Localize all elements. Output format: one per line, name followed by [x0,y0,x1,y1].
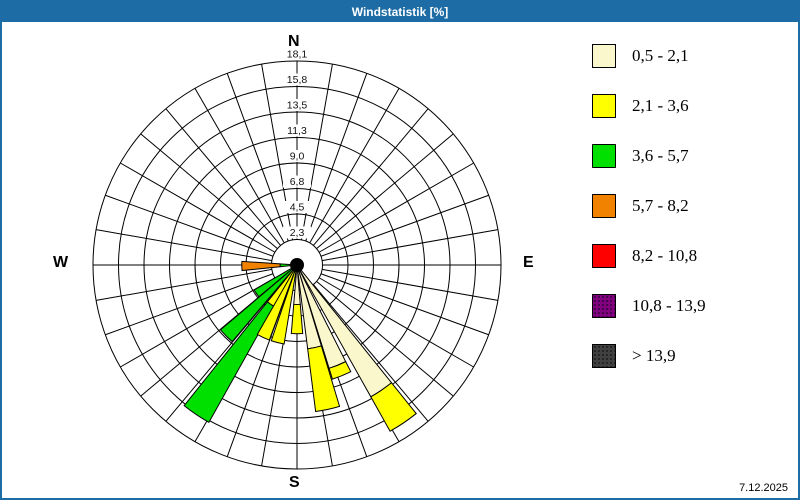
legend-label: 10,8 - 13,9 [632,296,706,315]
legend-label: 2,1 - 3,6 [632,96,689,115]
ring-label: 4,5 [290,202,305,214]
grid-spoke [105,273,274,336]
wind-bar-segment-146-yellow [370,382,417,432]
grid-spoke [96,229,272,262]
grid-spoke [105,194,274,257]
grid-spoke [305,73,368,242]
grid-spoke [318,277,474,368]
window-title: Windstatistik [%] [351,5,449,19]
ring-label-bg [283,99,311,111]
legend-item: 0,5 - 2,1 [592,43,689,69]
grid-spoke [322,268,498,301]
legend-item: 5,7 - 8,2 [592,193,689,219]
legend-swatch-green [592,144,616,168]
ring-label-bg [283,48,311,60]
legend-swatch-orange [592,194,616,218]
legend-label: > 13,9 [632,346,676,365]
grid-spoke [165,108,281,246]
grid-spoke [120,277,276,368]
compass-label-north: N [288,33,300,50]
legend-swatch-red [592,244,616,268]
legend-item: 2,1 - 3,6 [592,93,689,119]
wind-bar-segment-214-green [183,301,275,424]
wind-bar-segment-158-yellow [328,360,352,380]
grid-spoke [320,194,489,257]
legend-swatch-cream [592,44,616,68]
legend-swatch-gray [592,344,616,368]
rose-center-dot [290,258,304,272]
wind-bar-segment-269-orange [241,260,281,272]
grid-spoke [140,133,278,249]
compass-label-west: W [53,254,69,271]
legend-item: 10,8 - 13,9 [592,293,706,319]
wind-bar-segment-168-yellow [307,345,341,413]
ring-label-bg [283,226,311,239]
compass-label-south: S [289,474,300,491]
legend-item: > 13,9 [592,343,676,369]
ring-label: 6,8 [290,176,305,188]
grid-spoke [313,284,429,422]
ring-label: 18,1 [287,49,308,61]
date-stamp: 7.12.2025 [739,482,788,494]
ring-label: 9,0 [290,151,305,163]
ring-label-bg [283,124,311,137]
grid-spoke [313,108,429,246]
legend-label: 5,7 - 8,2 [632,196,689,215]
grid-spoke [194,88,285,244]
grid-spoke [120,162,276,253]
ring-label-bg [283,73,311,86]
window-title-bar: Windstatistik [%] [2,2,798,22]
grid-spoke [309,88,400,244]
ring-label-bg [283,150,311,162]
ring-label: 13,5 [287,100,308,112]
grid-spoke [322,229,498,262]
ring-label: 2,3 [290,227,305,239]
grid-spoke [316,133,454,249]
grid-spoke [96,268,272,301]
ring-label: 11,3 [287,125,307,137]
legend-label: 3,6 - 5,7 [632,146,689,165]
ring-label: 15,8 [287,74,308,86]
legend-item: 8,2 - 10,8 [592,243,697,269]
grid-spoke [320,273,489,336]
legend-item: 3,6 - 5,7 [592,143,689,169]
legend-label: 8,2 - 10,8 [632,246,698,265]
ring-label-bg [283,201,311,213]
grid-spoke [226,73,289,242]
compass-label-east: E [523,254,534,271]
legend-label: 0,5 - 2,1 [632,46,689,65]
legend-swatch-yellow [592,94,616,118]
wind-bar-segment-180-yellow [290,303,304,335]
legend-swatch-purple [592,294,616,318]
grid-spoke [318,162,474,253]
grid-spoke [316,281,454,397]
ring-label-bg [283,175,311,188]
